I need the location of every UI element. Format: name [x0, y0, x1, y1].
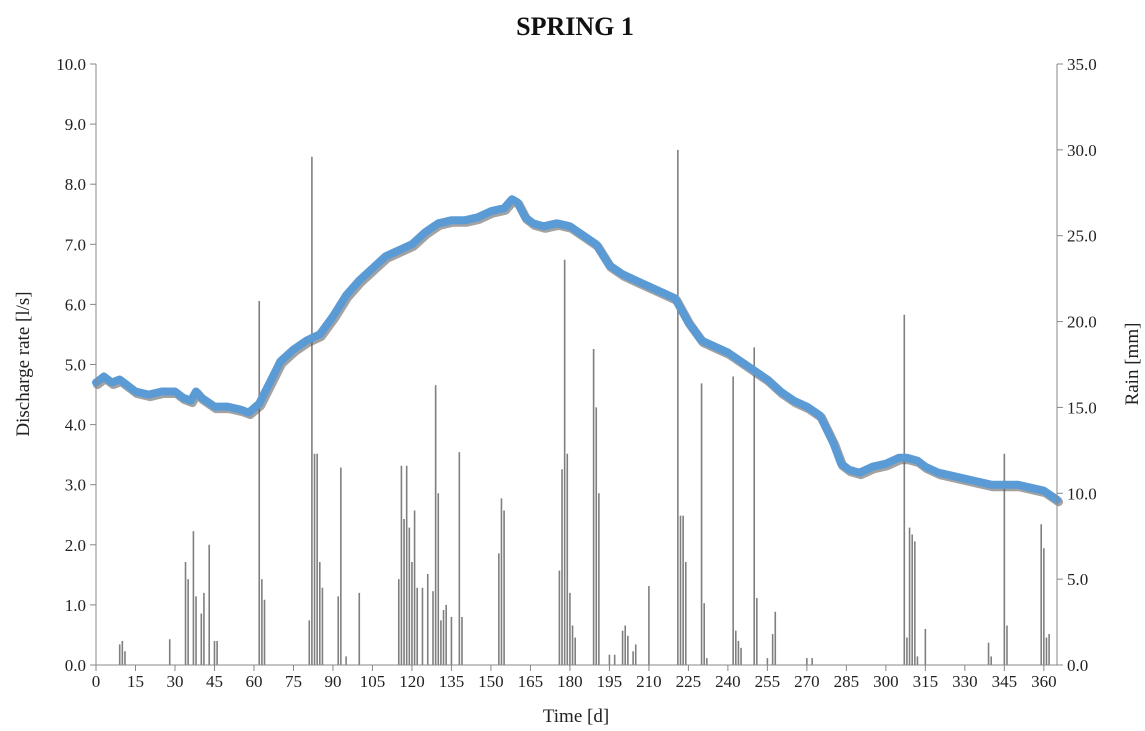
- chart-title: SPRING 1: [516, 12, 634, 41]
- y2-tick-label: 20.0: [1067, 313, 1097, 332]
- y-tick-label: 9.0: [65, 115, 86, 134]
- y2-tick-label: 35.0: [1067, 55, 1097, 74]
- x-tick-label: 120: [399, 672, 425, 691]
- y-tick-label: 5.0: [65, 356, 86, 375]
- y2-tick-label: 30.0: [1067, 141, 1097, 160]
- x-tick-label: 195: [597, 672, 623, 691]
- discharge-series: [92, 195, 1063, 507]
- x-tick-label: 315: [913, 672, 939, 691]
- y-ticks-left: 0.0 1.0 2.0 3.0 4.0 5.0 6.0 7.0 8.0 9.0 10.0: [56, 55, 96, 675]
- x-tick-label: 345: [992, 672, 1018, 691]
- x-tick-label: 225: [676, 672, 702, 691]
- rain-series: [118, 149, 1050, 665]
- y-tick-label: 1.0: [65, 596, 86, 615]
- x-tick-label: 15: [127, 672, 144, 691]
- y-tick-label: 10.0: [56, 55, 86, 74]
- x-tick-label: 30: [166, 672, 183, 691]
- x-tick-label: 0: [92, 672, 101, 691]
- x-tick-label: 285: [834, 672, 860, 691]
- x-tick-label: 75: [285, 672, 302, 691]
- y2-tick-label: 10.0: [1067, 484, 1097, 503]
- x-tick-label: 300: [873, 672, 899, 691]
- y-tick-label: 3.0: [65, 476, 86, 495]
- discharge-line: [92, 195, 1061, 504]
- y2-tick-label: 25.0: [1067, 227, 1097, 246]
- y-tick-label: 4.0: [65, 416, 86, 435]
- x-ticks: 0 15 30 45 60 75 90 105 120 135 150 165 180 195 210 225…: [92, 665, 1057, 691]
- x-tick-label: 45: [206, 672, 223, 691]
- x-tick-label: 90: [324, 672, 341, 691]
- x-tick-label: 255: [755, 672, 781, 691]
- x-tick-label: 150: [478, 672, 504, 691]
- x-axis-label: Time [d]: [543, 706, 609, 727]
- y-tick-label: 0.0: [65, 656, 86, 675]
- y-axis-label: Discharge rate [l/s]: [13, 291, 34, 436]
- x-tick-label: 60: [245, 672, 262, 691]
- y2-tick-label: 15.0: [1067, 398, 1097, 417]
- x-tick-label: 330: [952, 672, 978, 691]
- y-tick-label: 6.0: [65, 295, 86, 314]
- x-tick-label: 240: [715, 672, 741, 691]
- y-ticks-right: 0.0 5.0 10.0 15.0 20.0 25.0 30.0 35.0: [1057, 55, 1097, 675]
- x-tick-label: 210: [636, 672, 662, 691]
- y-tick-label: 7.0: [65, 235, 86, 254]
- x-tick-label: 360: [1031, 672, 1057, 691]
- x-tick-label: 180: [557, 672, 583, 691]
- y2-axis-label: Rain [mm]: [1122, 323, 1143, 406]
- y-tick-label: 2.0: [65, 536, 86, 555]
- y-tick-label: 8.0: [65, 175, 86, 194]
- x-tick-label: 270: [794, 672, 820, 691]
- x-tick-label: 165: [518, 672, 544, 691]
- x-tick-label: 105: [360, 672, 386, 691]
- x-tick-label: 135: [439, 672, 465, 691]
- y2-tick-label: 0.0: [1067, 656, 1088, 675]
- y2-tick-label: 5.0: [1067, 570, 1088, 589]
